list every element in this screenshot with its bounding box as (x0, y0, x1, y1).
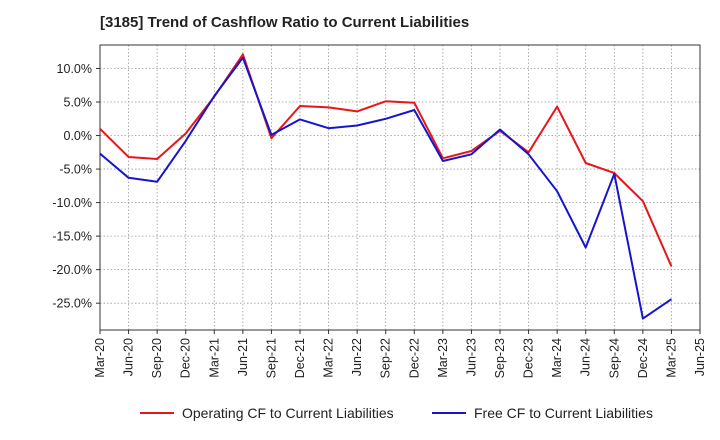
x-tick-label: Sep-22 (379, 338, 393, 378)
x-tick-label: Sep-23 (493, 338, 507, 378)
y-tick-label: -10.0% (52, 196, 92, 210)
x-tick-label: Mar-24 (550, 338, 564, 378)
x-tick-label: Jun-25 (693, 338, 707, 376)
series-line-operating-cf (99, 53, 673, 267)
legend-swatch-operating-cf (140, 412, 174, 414)
x-tick-label: Mar-23 (436, 338, 450, 378)
x-tick-label: Dec-22 (407, 338, 421, 378)
y-tick-label: 0.0% (64, 129, 93, 143)
axes (96, 44, 701, 334)
y-tick-label: -25.0% (52, 297, 92, 311)
series-line-free-cf (99, 56, 672, 320)
x-tick-label: Mar-20 (93, 338, 107, 378)
y-tick-label: 10.0% (57, 62, 92, 76)
legend-item-operating-cf: Operating CF to Current Liabilities (140, 405, 394, 421)
y-tick-label: -5.0% (59, 163, 92, 177)
x-tick-label: Sep-20 (150, 338, 164, 378)
x-tick-label: Jun-22 (350, 338, 364, 376)
chart-title: [3185] Trend of Cashflow Ratio to Curren… (100, 14, 470, 31)
x-tick-label: Dec-21 (293, 338, 307, 378)
y-tick-label: -20.0% (52, 263, 92, 277)
x-tick-label: Jun-24 (579, 338, 593, 376)
legend-label-free-cf: Free CF to Current Liabilities (474, 405, 653, 421)
x-tick-label: Mar-22 (322, 338, 336, 378)
legend-label-operating-cf: Operating CF to Current Liabilities (182, 405, 394, 421)
x-tick-label: Dec-24 (636, 338, 650, 378)
x-tick-label: Dec-20 (179, 338, 193, 378)
x-tick-label: Mar-25 (664, 338, 678, 378)
x-tick-label: Jun-20 (122, 338, 136, 376)
x-tick-label: Sep-21 (264, 338, 278, 378)
x-tick-label: Dec-23 (522, 338, 536, 378)
plot-area-border (99, 44, 701, 331)
y-tick-label: -15.0% (52, 230, 92, 244)
series-lines (99, 53, 673, 320)
legend-swatch-free-cf (432, 412, 466, 414)
x-tick-label: Mar-21 (207, 338, 221, 378)
x-tick-label: Sep-24 (607, 338, 621, 378)
x-tick-label: Jun-23 (464, 338, 478, 376)
x-tick-label: Jun-21 (236, 338, 250, 376)
legend-item-free-cf: Free CF to Current Liabilities (432, 405, 653, 421)
y-tick-label: 5.0% (64, 96, 93, 110)
y-tick-labels: 10.0% 5.0% 0.0% -5.0% -10.0% -15.0% -20.0% -25.… (52, 62, 92, 311)
x-tick-labels: Mar-20 Jun-20 Sep-20 Dec-20 Mar-21 Jun-21 Sep-… (93, 338, 707, 378)
